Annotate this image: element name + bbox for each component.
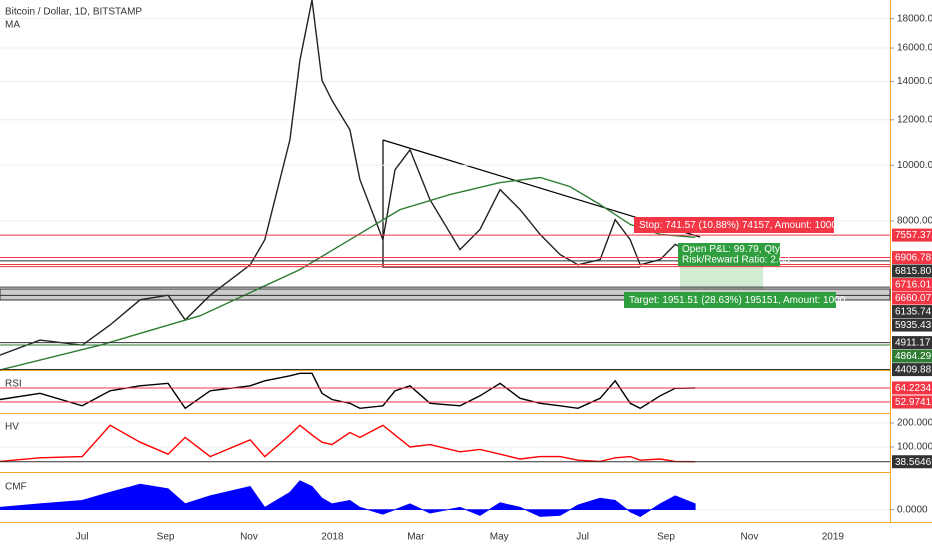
stop-box <box>634 217 834 233</box>
series-line <box>0 0 696 356</box>
rr-text: Risk/Reward Ratio: 2.63 <box>682 255 790 266</box>
x-tick-label: 2018 <box>321 532 344 543</box>
price-tag <box>892 278 932 292</box>
price-tag-label: 6660.07 <box>895 293 932 304</box>
stop-text: Stop: 741.57 (10.88%) 74157, Amount: 100… <box>639 220 837 231</box>
target-text: Target: 1951.51 (28.63%) 195151, Amount:… <box>629 295 846 306</box>
price-tag-label: 6716.01 <box>895 280 932 291</box>
price-tag-label: 6906.78 <box>895 253 932 264</box>
price-tag <box>892 264 932 278</box>
x-tick-label: Sep <box>657 532 675 543</box>
x-tick-label: 2019 <box>822 532 845 543</box>
price-tag <box>892 251 932 265</box>
pane-title: RSI <box>5 379 22 390</box>
pane-title: CMF <box>5 482 27 493</box>
y-tick-label: 10000.00 <box>897 160 932 171</box>
price-tag-label: 7557.37 <box>895 230 932 241</box>
series-line <box>0 372 696 410</box>
y-tick-label: 18000.00 <box>897 13 932 24</box>
price-tag <box>892 381 932 395</box>
target-box <box>624 292 836 308</box>
y-tick-label: 100.0000 <box>897 442 932 453</box>
series-line <box>0 176 696 371</box>
price-tag-label: 6815.80 <box>895 266 932 277</box>
y-tick-label: 16000.00 <box>897 43 932 54</box>
price-tag-label: 38.5646 <box>895 457 932 468</box>
price-tag <box>892 336 932 350</box>
price-tag-label: 52.9741 <box>895 397 932 408</box>
x-tick-label: Jul <box>576 532 589 543</box>
support-zone <box>0 288 891 301</box>
x-tick-label: May <box>490 532 509 543</box>
y-tick-label: 12000.00 <box>897 114 932 125</box>
pane-title: HV <box>5 422 19 433</box>
legend-label: MA <box>5 20 20 31</box>
price-tag-label: 6135.74 <box>895 307 932 318</box>
x-tick-label: Nov <box>741 532 759 543</box>
price-tag <box>892 305 932 319</box>
y-tick-label: 200.0000 <box>897 418 932 429</box>
x-tick-label: Sep <box>157 532 175 543</box>
price-tag-label: 4864.29 <box>895 351 932 362</box>
x-tick-label: Jul <box>76 532 89 543</box>
price-tag-label: 4911.17 <box>895 338 931 349</box>
target-zone <box>680 265 763 290</box>
pnl-box <box>678 243 780 266</box>
price-tag-label: 5935.43 <box>895 320 932 331</box>
pane-borders <box>0 0 932 523</box>
price-tag <box>892 291 932 305</box>
price-tag-label: 64.2234 <box>895 383 932 394</box>
price-tag <box>892 455 932 469</box>
price-tag <box>892 318 932 332</box>
price-tag <box>892 228 932 242</box>
trade-annotations: Stop: 741.57 (10.88%) 74157, Amount: 100… <box>624 217 846 308</box>
x-tick-label: Mar <box>407 532 425 543</box>
series-area <box>0 480 696 517</box>
price-tag <box>892 349 932 363</box>
legend-label: Bitcoin / Dollar, 1D, BITSTAMP <box>5 7 142 18</box>
y-tick-label: 8000.00 <box>897 216 932 227</box>
pnl-text: Open P&L: 99.79, Qty: 0 <box>682 244 791 255</box>
price-tag <box>892 363 932 377</box>
y-tick-label: 14000.00 <box>897 76 932 87</box>
series-line <box>0 424 696 463</box>
price-tag <box>892 395 932 409</box>
y-tick-label: 0.0000 <box>897 504 928 515</box>
price-tag-label: 4409.88 <box>895 365 932 376</box>
x-tick-label: Nov <box>240 532 258 543</box>
